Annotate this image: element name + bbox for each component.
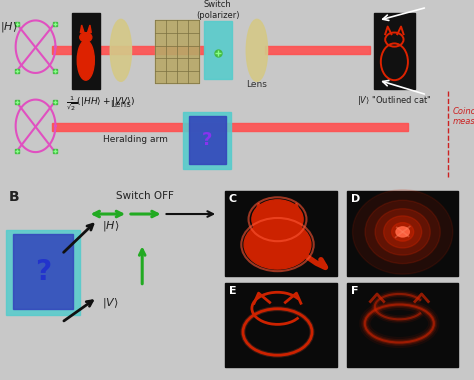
- Text: $|V\rangle$ "Outlined cat": $|V\rangle$ "Outlined cat": [357, 94, 432, 107]
- Polygon shape: [254, 203, 270, 215]
- Text: ?: ?: [35, 258, 51, 286]
- FancyArrow shape: [265, 46, 370, 54]
- Bar: [347, 283, 458, 367]
- Bar: [225, 283, 337, 367]
- Bar: [347, 192, 458, 276]
- Ellipse shape: [77, 40, 94, 80]
- Ellipse shape: [365, 200, 440, 264]
- Text: $|H\rangle$: $|H\rangle$: [102, 218, 119, 233]
- Polygon shape: [285, 203, 301, 215]
- Bar: [225, 192, 337, 276]
- Text: Heralding arm: Heralding arm: [103, 135, 167, 144]
- Circle shape: [252, 200, 303, 239]
- Text: Switch OFF: Switch OFF: [116, 192, 173, 201]
- FancyArrow shape: [52, 46, 73, 54]
- Ellipse shape: [383, 216, 422, 248]
- Text: Lens: Lens: [246, 80, 267, 89]
- Text: D: D: [351, 194, 360, 204]
- Ellipse shape: [353, 190, 453, 274]
- Text: B: B: [9, 190, 19, 204]
- Text: $|H\rangle$: $|H\rangle$: [0, 21, 18, 34]
- FancyBboxPatch shape: [6, 230, 80, 315]
- FancyBboxPatch shape: [204, 21, 232, 79]
- FancyBboxPatch shape: [189, 116, 226, 164]
- FancyBboxPatch shape: [183, 112, 231, 169]
- Ellipse shape: [398, 228, 408, 236]
- Bar: [72, 13, 100, 89]
- Polygon shape: [87, 25, 91, 33]
- Text: Switch
(polarizer): Switch (polarizer): [196, 0, 239, 20]
- Bar: [374, 13, 415, 89]
- FancyArrow shape: [52, 123, 408, 131]
- Text: C: C: [229, 194, 237, 204]
- Text: Coincidence
measurement: Coincidence measurement: [453, 107, 474, 127]
- Text: E: E: [229, 286, 237, 296]
- Ellipse shape: [110, 19, 131, 81]
- Ellipse shape: [246, 19, 267, 81]
- Text: Lens: Lens: [110, 100, 131, 109]
- Text: $\frac{1}{\sqrt{2}}(|HH\rangle+|VV\rangle)$: $\frac{1}{\sqrt{2}}(|HH\rangle+|VV\rangl…: [66, 95, 135, 112]
- Text: $|V\rangle$: $|V\rangle$: [102, 296, 118, 310]
- FancyArrow shape: [100, 46, 204, 54]
- Ellipse shape: [375, 209, 430, 255]
- Ellipse shape: [244, 220, 311, 269]
- Bar: [155, 21, 199, 83]
- Polygon shape: [80, 25, 84, 33]
- Ellipse shape: [396, 227, 410, 237]
- Text: F: F: [351, 286, 358, 296]
- FancyBboxPatch shape: [13, 234, 73, 309]
- Circle shape: [80, 33, 92, 42]
- Text: ?: ?: [202, 131, 212, 149]
- Ellipse shape: [392, 223, 414, 241]
